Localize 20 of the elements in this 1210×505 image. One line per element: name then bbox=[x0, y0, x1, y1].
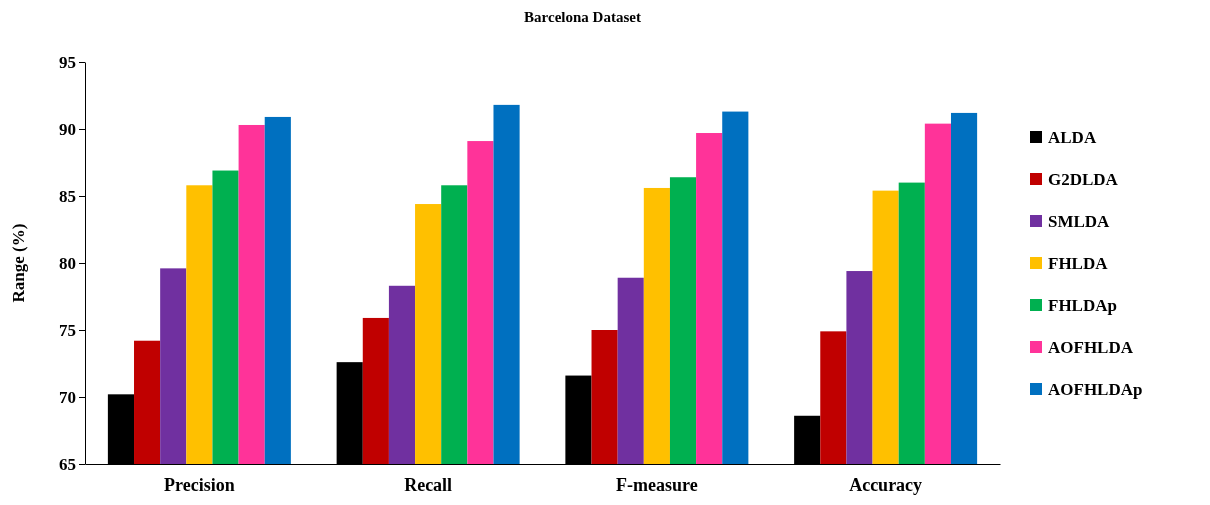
legend-label: AOFHLDAp bbox=[1048, 380, 1143, 399]
x-tick-label: Recall bbox=[404, 474, 453, 495]
x-tick-label: Accuracy bbox=[849, 474, 923, 495]
chart-title: Barcelona Dataset bbox=[524, 9, 641, 25]
y-tick-label: 90 bbox=[59, 119, 76, 139]
legend-label: G2DLDA bbox=[1048, 170, 1119, 189]
legend-label: SMLDA bbox=[1048, 212, 1111, 231]
y-tick-label: 95 bbox=[59, 52, 76, 72]
legend-label: FHLDAp bbox=[1048, 296, 1117, 315]
y-tick-label: 70 bbox=[59, 387, 76, 407]
y-axis-title: Range (%) bbox=[9, 223, 28, 303]
legend-label: ALDA bbox=[1048, 128, 1097, 147]
y-tick-label: 85 bbox=[59, 186, 76, 206]
y-tick-label: 65 bbox=[59, 454, 76, 474]
x-tick-label: Precision bbox=[164, 474, 235, 495]
x-tick-label: F-measure bbox=[616, 474, 698, 495]
legend-label: FHLDA bbox=[1048, 254, 1109, 273]
y-tick-label: 75 bbox=[59, 320, 76, 340]
legend-label: AOFHLDA bbox=[1048, 338, 1134, 357]
y-tick-label: 80 bbox=[59, 253, 76, 273]
